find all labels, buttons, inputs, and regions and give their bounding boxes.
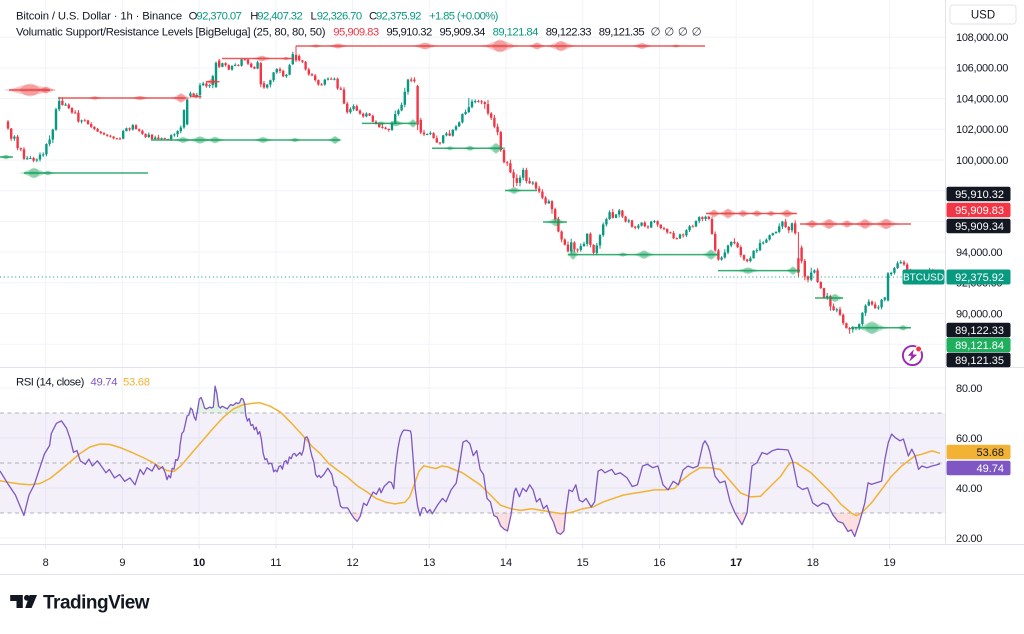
svg-text:+1.85 (+0.00%): +1.85 (+0.00%) <box>429 11 499 23</box>
svg-text:60.00: 60.00 <box>956 433 982 445</box>
svg-text:104,000.00: 104,000.00 <box>956 93 1008 105</box>
svg-text:92,375.92: 92,375.92 <box>376 11 421 23</box>
svg-text:19: 19 <box>883 557 895 569</box>
svg-text:40.00: 40.00 <box>956 483 982 495</box>
svg-text:13: 13 <box>423 557 435 569</box>
svg-text:∅: ∅ <box>692 27 702 39</box>
svg-text:L: L <box>311 11 317 23</box>
svg-text:12: 12 <box>346 557 358 569</box>
svg-text:89,121.35: 89,121.35 <box>955 355 1004 367</box>
svg-text:95,909.34: 95,909.34 <box>440 27 486 39</box>
svg-text:∅: ∅ <box>664 27 674 39</box>
svg-text:108,000.00: 108,000.00 <box>956 32 1008 44</box>
svg-text:RSI (14, close): RSI (14, close) <box>16 377 85 389</box>
svg-text:C: C <box>369 11 377 23</box>
svg-text:92,370.07: 92,370.07 <box>196 11 241 23</box>
svg-text:15: 15 <box>577 557 589 569</box>
svg-text:16: 16 <box>653 557 665 569</box>
svg-text:89,121.35: 89,121.35 <box>599 27 645 39</box>
svg-text:9: 9 <box>119 557 125 569</box>
svg-text:O: O <box>189 11 198 23</box>
svg-text:10: 10 <box>193 557 205 569</box>
svg-text:BTCUSD: BTCUSD <box>903 273 944 284</box>
svg-text:18: 18 <box>807 557 819 569</box>
svg-text:95,910.32: 95,910.32 <box>386 27 432 39</box>
svg-text:49.74: 49.74 <box>976 463 1004 475</box>
svg-text:89,121.84: 89,121.84 <box>493 27 539 39</box>
svg-text:11: 11 <box>270 557 281 569</box>
svg-text:TradingView: TradingView <box>43 593 150 614</box>
svg-text:Bitcoin / U.S. Dollar · 1h · B: Bitcoin / U.S. Dollar · 1h · Binance <box>16 11 182 23</box>
svg-text:102,000.00: 102,000.00 <box>956 124 1008 136</box>
svg-text:92,407.32: 92,407.32 <box>257 11 302 23</box>
svg-text:89,121.84: 89,121.84 <box>955 340 1004 352</box>
svg-text:95,909.34: 95,909.34 <box>955 221 1004 233</box>
svg-text:49.74: 49.74 <box>91 377 118 389</box>
svg-text:95,909.83: 95,909.83 <box>955 205 1004 217</box>
svg-text:20.00: 20.00 <box>956 533 982 545</box>
svg-text:92,375.92: 92,375.92 <box>955 272 1004 284</box>
svg-text:14: 14 <box>500 557 512 569</box>
svg-text:53.68: 53.68 <box>123 377 150 389</box>
svg-text:∅: ∅ <box>678 27 688 39</box>
svg-text:100,000.00: 100,000.00 <box>956 155 1008 167</box>
svg-text:80.00: 80.00 <box>956 383 982 395</box>
svg-text:89,122.33: 89,122.33 <box>546 27 592 39</box>
svg-text:106,000.00: 106,000.00 <box>956 63 1008 75</box>
svg-text:95,909.83: 95,909.83 <box>333 27 379 39</box>
svg-text:89,122.33: 89,122.33 <box>955 325 1004 337</box>
svg-text:90,000.00: 90,000.00 <box>956 308 1002 320</box>
svg-text:92,326.70: 92,326.70 <box>317 11 362 23</box>
svg-text:8: 8 <box>43 557 49 569</box>
svg-text:Volumatic Support/Resistance L: Volumatic Support/Resistance Levels [Big… <box>16 27 326 39</box>
svg-text:USD: USD <box>971 10 995 22</box>
svg-text:94,000.00: 94,000.00 <box>956 247 1002 259</box>
svg-text:∅: ∅ <box>651 27 661 39</box>
svg-text:53.68: 53.68 <box>976 447 1004 459</box>
svg-text:95,910.32: 95,910.32 <box>955 189 1004 201</box>
svg-text:H: H <box>250 11 258 23</box>
svg-text:17: 17 <box>730 557 742 569</box>
